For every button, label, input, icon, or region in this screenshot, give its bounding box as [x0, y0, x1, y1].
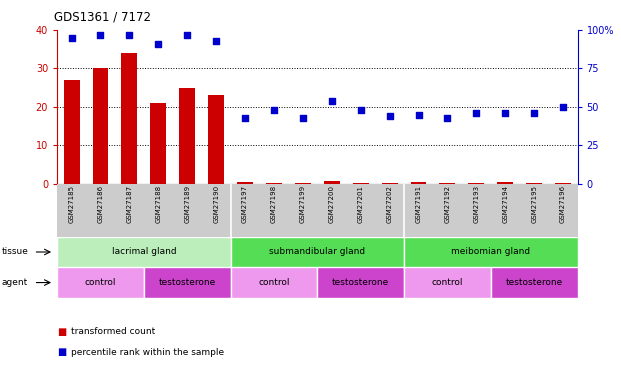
Bar	[404, 237, 578, 267]
Text: GSM27197: GSM27197	[242, 185, 248, 224]
Text: testosterone: testosterone	[158, 278, 216, 287]
Text: ■: ■	[57, 348, 66, 357]
Point	[501, 110, 510, 116]
Point	[211, 38, 221, 44]
Point	[183, 32, 193, 38]
Bar	[237, 182, 253, 184]
Text: GSM27189: GSM27189	[184, 185, 190, 224]
Text: GSM27201: GSM27201	[358, 185, 364, 224]
Bar	[497, 182, 513, 184]
Text: GSM27196: GSM27196	[560, 185, 566, 224]
Point	[96, 32, 106, 38]
Text: percentile rank within the sample: percentile rank within the sample	[71, 348, 224, 357]
Text: GSM27202: GSM27202	[387, 185, 392, 223]
Bar	[57, 237, 230, 267]
Bar	[266, 183, 282, 184]
Text: agent: agent	[2, 278, 28, 287]
Bar	[230, 267, 317, 298]
Point	[240, 115, 250, 121]
Text: ■: ■	[57, 327, 66, 337]
Bar	[491, 267, 578, 298]
Bar	[93, 68, 109, 184]
Bar	[230, 237, 404, 267]
Bar	[324, 181, 340, 184]
Text: GSM27194: GSM27194	[502, 185, 508, 224]
Point	[124, 32, 134, 38]
Point	[327, 98, 337, 104]
Point	[471, 110, 481, 116]
Text: control: control	[84, 278, 116, 287]
Bar	[317, 267, 404, 298]
Bar	[353, 183, 369, 184]
Point	[269, 107, 279, 113]
Text: GSM27198: GSM27198	[271, 185, 277, 224]
Bar	[526, 183, 542, 184]
Point	[384, 113, 394, 119]
Text: submandibular gland: submandibular gland	[270, 248, 365, 256]
Text: GSM27186: GSM27186	[97, 185, 104, 224]
Text: GSM27185: GSM27185	[68, 185, 75, 224]
Text: tissue: tissue	[2, 248, 29, 256]
Text: testosterone: testosterone	[332, 278, 389, 287]
Bar	[57, 267, 144, 298]
Point	[356, 107, 366, 113]
Bar	[410, 182, 427, 184]
Point	[153, 41, 163, 47]
Text: GSM27200: GSM27200	[329, 185, 335, 224]
Point	[442, 115, 452, 121]
Bar	[144, 267, 230, 298]
Bar	[555, 183, 571, 184]
Bar	[122, 53, 137, 184]
Text: GSM27195: GSM27195	[531, 185, 537, 224]
Text: control: control	[258, 278, 290, 287]
Point	[558, 104, 568, 110]
Bar	[179, 88, 195, 184]
Bar	[208, 95, 224, 184]
Text: GDS1361 / 7172: GDS1361 / 7172	[54, 10, 151, 23]
Text: GSM27199: GSM27199	[300, 185, 306, 224]
Text: lacrimal gland: lacrimal gland	[112, 248, 176, 256]
Point	[66, 35, 76, 41]
Bar	[468, 183, 484, 184]
Bar	[382, 183, 397, 184]
Text: GSM27187: GSM27187	[127, 185, 132, 224]
Text: GSM27193: GSM27193	[473, 185, 479, 224]
Text: testosterone: testosterone	[505, 278, 563, 287]
Point	[298, 115, 308, 121]
Text: control: control	[432, 278, 463, 287]
Bar	[150, 103, 166, 184]
Bar	[63, 80, 79, 184]
Bar	[440, 183, 455, 184]
Point	[414, 112, 424, 118]
Text: GSM27188: GSM27188	[155, 185, 161, 224]
Text: transformed count: transformed count	[71, 327, 155, 336]
Text: GSM27192: GSM27192	[445, 185, 450, 224]
Bar	[295, 183, 311, 184]
Point	[529, 110, 539, 116]
Text: GSM27190: GSM27190	[213, 185, 219, 224]
Text: meibomian gland: meibomian gland	[451, 248, 530, 256]
Bar	[404, 267, 491, 298]
Text: GSM27191: GSM27191	[415, 185, 422, 224]
